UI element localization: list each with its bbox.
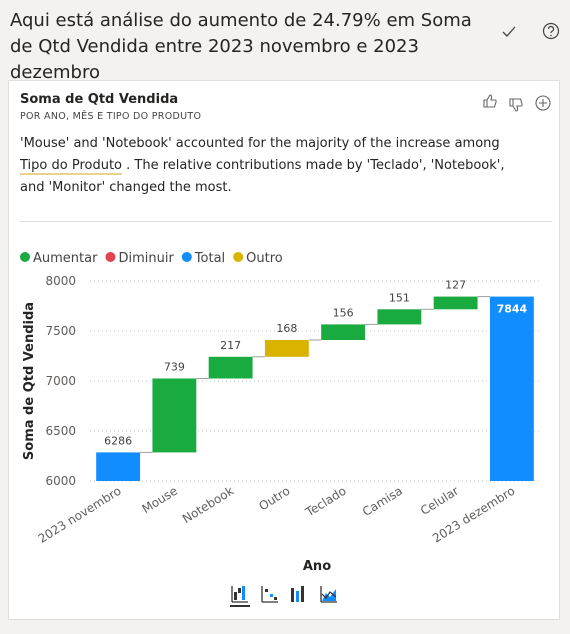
y-tick-label: 6500 (45, 424, 76, 438)
summary: 'Mouse' and 'Notebook' accounted for the… (20, 133, 520, 199)
x-tick-label: Celular (418, 484, 461, 518)
header-title: Aqui está análise do aumento de 24.79% e… (10, 10, 472, 83)
bar (96, 452, 141, 481)
legend-swatch (105, 252, 116, 262)
accept-icon[interactable] (502, 26, 516, 37)
data-label: 156 (333, 306, 354, 319)
bar (152, 378, 197, 453)
summary-text: . The relative contributions made by 'Te… (20, 158, 505, 195)
bar (433, 296, 478, 310)
bar (264, 340, 309, 357)
help-icon[interactable] (542, 22, 560, 40)
x-tick-label: Camisa (360, 484, 405, 519)
x-tick-label: 2023 novembro (36, 484, 124, 546)
y-axis-title: Soma de Qtd Vendida (22, 302, 37, 460)
visual-type-icons (230, 586, 337, 607)
x-axis-title: Ano (303, 559, 331, 574)
x-tick-label: Outro (256, 484, 292, 514)
data-label: 739 (164, 361, 185, 374)
scatter-icon[interactable] (261, 586, 278, 603)
x-tick-label: Notebook (180, 484, 236, 526)
summary-text: 'Mouse' and 'Notebook' accounted for the… (20, 136, 500, 151)
area-icon[interactable] (320, 586, 337, 603)
y-tick-label: 8000 (45, 274, 76, 288)
y-tick-label: 7500 (45, 324, 76, 338)
legend-label: Outro (246, 251, 283, 266)
waterfall-icon[interactable] (230, 586, 250, 607)
y-tick-label: 6000 (45, 474, 76, 488)
add-icon[interactable] (535, 95, 551, 111)
data-label: 217 (220, 339, 241, 352)
legend-label: Total (194, 251, 225, 266)
card-title: Soma de Qtd Vendida (20, 92, 179, 107)
legend-swatch (20, 252, 30, 262)
card-icons (483, 94, 551, 112)
y-tick-label: 7000 (45, 374, 76, 388)
summary-link[interactable]: Tipo do Produto (20, 158, 122, 175)
header: Aqui está análise do aumento de 24.79% e… (0, 0, 570, 83)
bar (377, 309, 422, 325)
bar (489, 296, 534, 481)
data-label: 6286 (104, 434, 132, 447)
legend-label: Aumentar (33, 251, 98, 266)
dislike-icon[interactable] (509, 98, 523, 112)
column-icon[interactable] (291, 586, 304, 602)
data-label: 7844 (497, 303, 528, 316)
bar (208, 356, 253, 379)
x-tick-label: Mouse (140, 484, 180, 517)
data-label: 168 (276, 322, 297, 335)
legend-swatch (181, 252, 192, 262)
divider (20, 221, 552, 222)
x-tick-label: Teclado (302, 484, 348, 520)
like-icon[interactable] (483, 94, 497, 108)
legend-swatch (233, 252, 244, 262)
legend-label: Diminuir (118, 251, 174, 266)
data-label: 151 (389, 291, 410, 304)
header-icons (502, 22, 560, 40)
data-label: 127 (445, 279, 466, 292)
card-subtitle: POR ANO, MÊS E TIPO DO PRODUTO (20, 111, 202, 122)
bar (321, 324, 366, 340)
